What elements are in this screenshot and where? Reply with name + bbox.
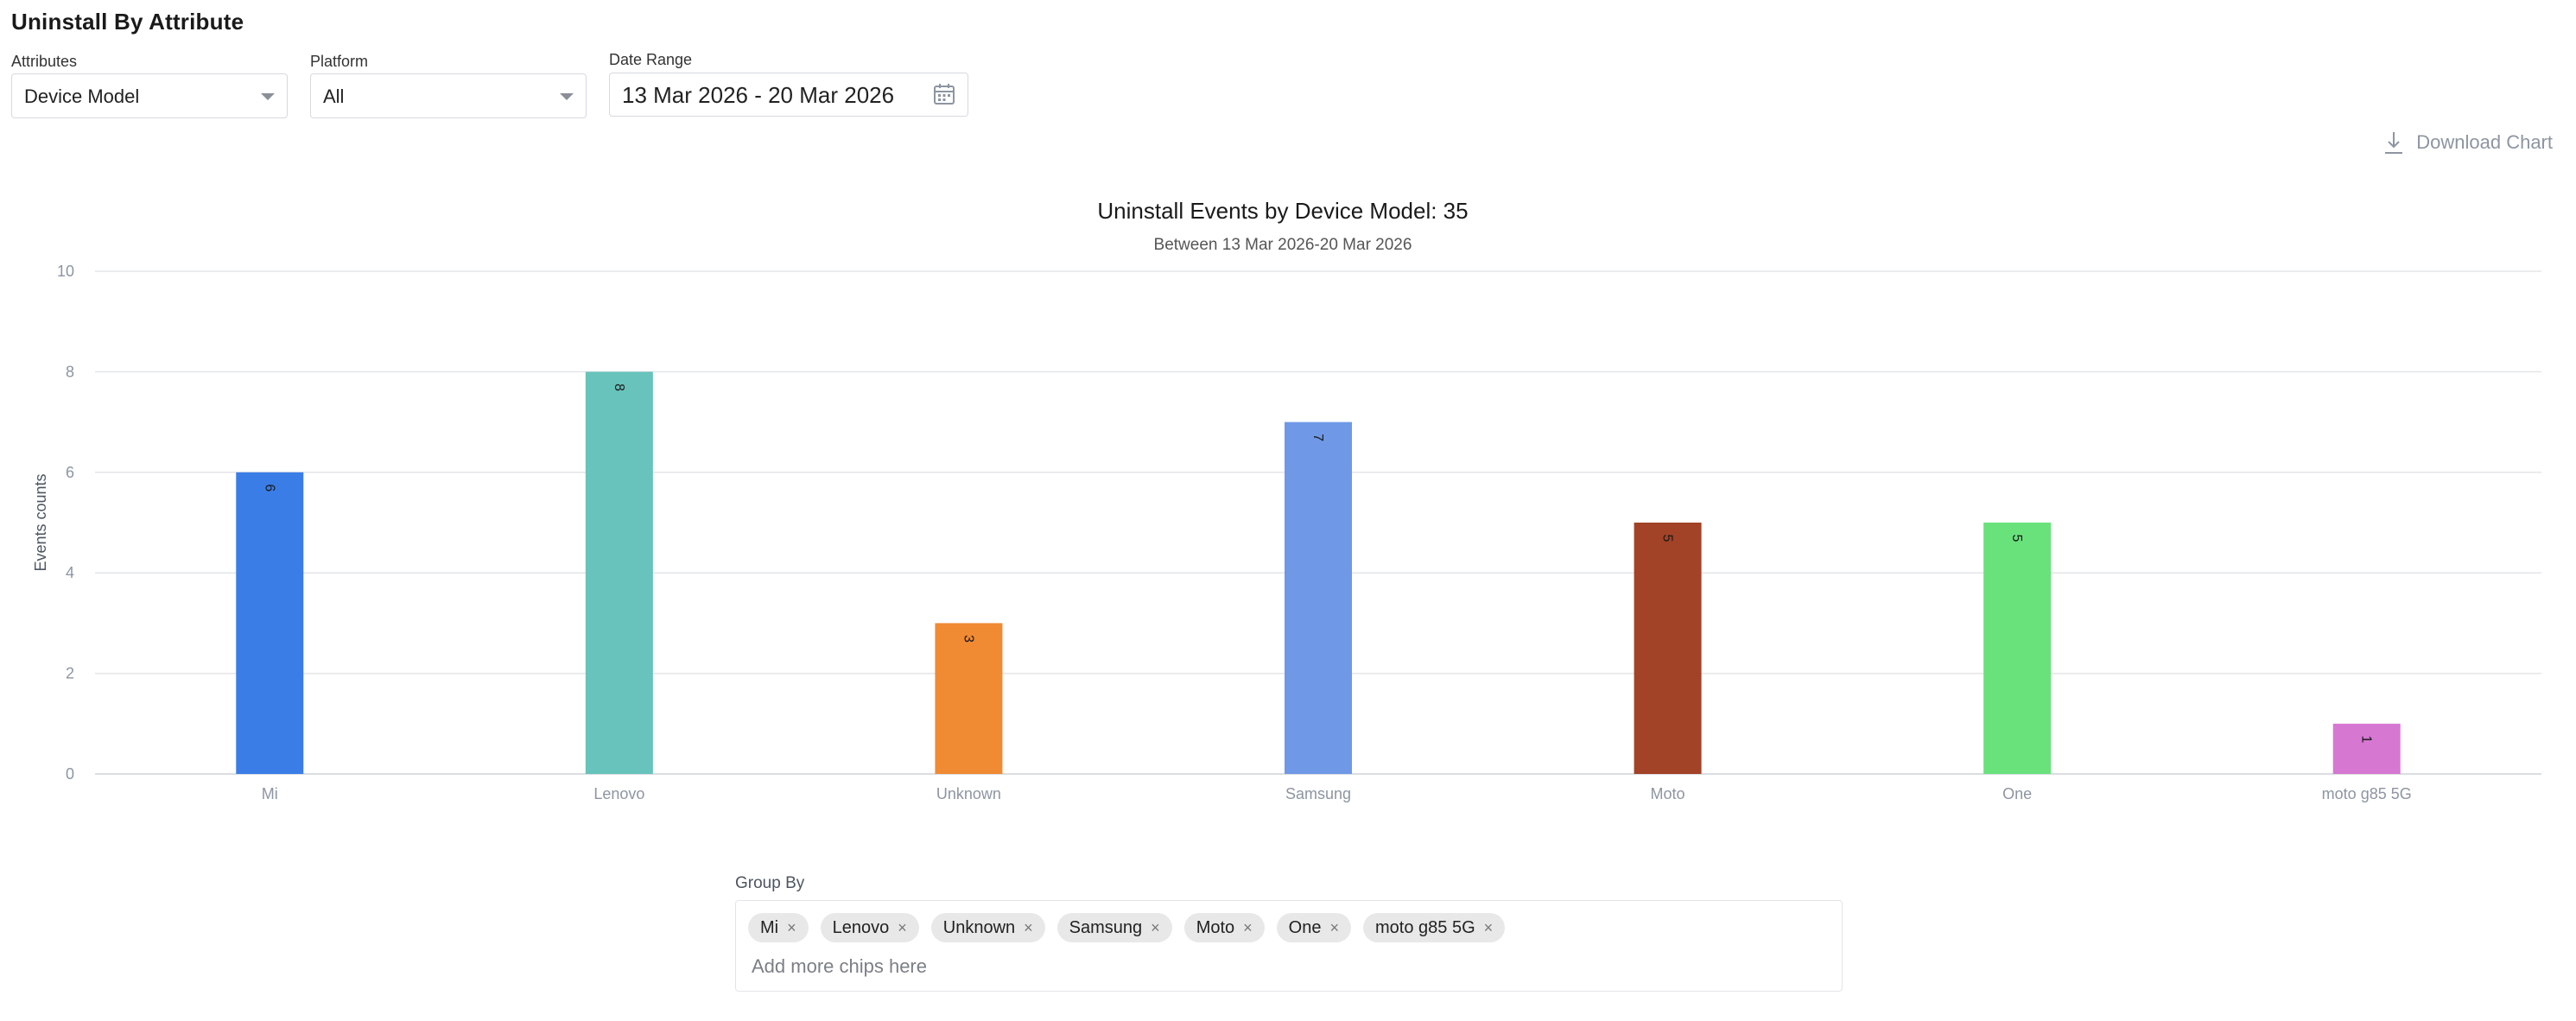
bar-lenovo[interactable] xyxy=(585,371,653,774)
chip-label: moto g85 5G xyxy=(1375,917,1475,937)
close-icon[interactable]: × xyxy=(1483,919,1494,936)
close-icon[interactable]: × xyxy=(1024,919,1033,936)
download-chart-label: Download Chart xyxy=(2416,131,2553,153)
chips-row: Mi × Lenovo × Unknown × Samsung × Moto × One × moto … xyxy=(748,913,1506,942)
bar-value-label: 3 xyxy=(961,635,975,643)
platform-label: Platform xyxy=(310,53,369,70)
download-chart-button[interactable]: Download Chart xyxy=(2383,129,2553,156)
group-by-label: Group By xyxy=(735,874,805,892)
page-title: Uninstall By Attribute xyxy=(11,9,244,35)
chip-one[interactable]: One × xyxy=(1276,913,1351,942)
x-tick-label: Lenovo xyxy=(593,785,644,802)
x-tick-label: Samsung xyxy=(1285,785,1351,802)
close-icon[interactable]: × xyxy=(1329,919,1339,936)
chart-title: Uninstall Events by Device Model: 35 xyxy=(1097,198,1468,224)
x-tick-label: Mi xyxy=(262,785,278,802)
bar-value-label: 5 xyxy=(2009,535,2024,542)
chip-unknown[interactable]: Unknown × xyxy=(930,913,1045,942)
bar-value-label: 8 xyxy=(612,384,626,391)
x-tick-label: Unknown xyxy=(936,785,1001,802)
close-icon[interactable]: × xyxy=(1151,919,1160,936)
date-range-value: 13 Mar 2026 - 20 Mar 2026 xyxy=(622,82,895,108)
attributes-label: Attributes xyxy=(11,53,78,70)
group-by-chips-box[interactable]: Mi × Lenovo × Unknown × Samsung × Moto × One × moto … xyxy=(735,900,1843,992)
close-icon[interactable]: × xyxy=(787,919,796,936)
y-tick-label: 4 xyxy=(66,564,74,581)
y-tick-label: 6 xyxy=(66,464,74,481)
close-icon[interactable]: × xyxy=(898,919,907,936)
platform-select-value: All xyxy=(323,86,345,107)
bar-mi[interactable] xyxy=(236,472,304,774)
chevron-down-icon xyxy=(560,93,574,100)
chip-lenovo[interactable]: Lenovo × xyxy=(820,913,919,942)
attributes-select[interactable]: Device Model xyxy=(11,73,288,118)
y-tick-label: 8 xyxy=(66,363,74,380)
chart-subtitle: Between 13 Mar 2026-20 Mar 2026 xyxy=(1154,236,1412,254)
chip-samsung[interactable]: Samsung × xyxy=(1056,913,1172,942)
bar-value-label: 6 xyxy=(262,484,276,491)
chip-mi[interactable]: Mi × xyxy=(748,913,809,942)
platform-select[interactable]: All xyxy=(310,73,587,118)
bar-value-label: 7 xyxy=(1310,434,1325,441)
x-tick-label: One xyxy=(2002,785,2032,802)
x-tick-label: moto g85 5G xyxy=(2322,785,2412,802)
bar-samsung[interactable] xyxy=(1285,422,1352,774)
chart-container: 0 2 4 6 8 10 6 Mi 8 Lenovo 3 Unknown 7 Samsung 5 Moto 5 O… xyxy=(0,190,2576,812)
chip-label: Mi xyxy=(760,917,779,937)
bar-one[interactable] xyxy=(1983,523,2052,774)
y-tick-label: 10 xyxy=(57,263,74,280)
bar-value-label: 1 xyxy=(2359,735,2374,743)
chip-moto-g85-5g[interactable]: moto g85 5G × xyxy=(1363,913,1506,942)
bar-moto-g85-5g[interactable] xyxy=(2332,723,2401,774)
y-tick-label: 0 xyxy=(66,765,74,783)
bar-unknown[interactable] xyxy=(935,623,1003,774)
chip-label: Moto xyxy=(1196,917,1235,937)
y-tick-label: 2 xyxy=(66,665,74,682)
chip-label: Lenovo xyxy=(832,917,890,937)
bar-chart: 0 2 4 6 8 10 6 Mi 8 Lenovo 3 Unknown 7 Samsung 5 Moto 5 O… xyxy=(32,198,2541,802)
download-icon xyxy=(2385,132,2403,154)
bar-value-label: 5 xyxy=(1660,535,1675,542)
calendar-icon[interactable] xyxy=(933,83,955,105)
attributes-select-value: Device Model xyxy=(24,86,140,107)
chip-label: Unknown xyxy=(942,917,1016,937)
y-axis-label: Events counts xyxy=(32,473,49,571)
date-range-input[interactable]: 13 Mar 2026 - 20 Mar 2026 xyxy=(609,73,968,117)
chip-label: One xyxy=(1288,917,1322,937)
bar-moto[interactable] xyxy=(1634,523,1702,774)
close-icon[interactable]: × xyxy=(1243,919,1253,936)
chevron-down-icon xyxy=(261,93,275,100)
chip-moto[interactable]: Moto × xyxy=(1183,913,1265,942)
x-tick-label: Moto xyxy=(1651,785,1685,802)
date-range-label: Date Range xyxy=(609,51,693,68)
add-chip-input[interactable] xyxy=(750,954,1790,979)
chip-label: Samsung xyxy=(1069,917,1143,937)
